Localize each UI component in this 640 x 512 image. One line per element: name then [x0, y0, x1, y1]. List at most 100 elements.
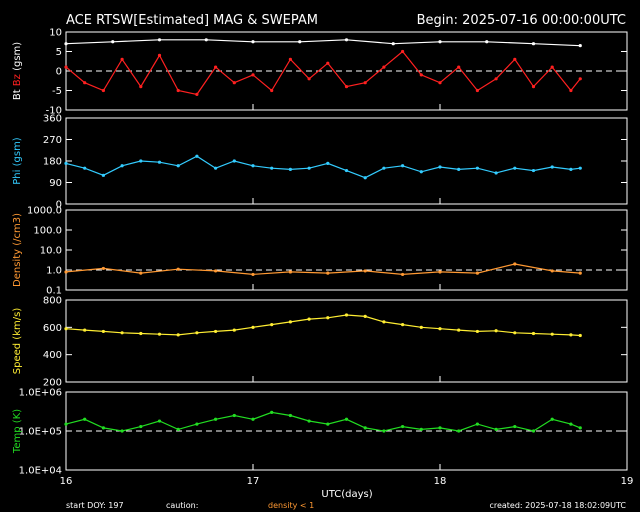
- data-point-4-0-8: [214, 417, 218, 421]
- data-point-3-0-14: [326, 316, 330, 320]
- data-point-2-0-6: [288, 270, 292, 274]
- y-tick-label-1-3: 90: [49, 178, 62, 189]
- data-point-0-1-15: [344, 85, 349, 89]
- data-point-3-0-11: [270, 323, 274, 327]
- data-point-4-0-28: [578, 426, 582, 430]
- data-point-4-0-24: [513, 424, 517, 429]
- data-point-2-0-10: [438, 270, 442, 274]
- start-doy: start DOY: 197: [66, 501, 124, 510]
- data-point-3-0-22: [475, 329, 479, 334]
- data-point-0-1-3: [120, 57, 124, 61]
- data-point-4-0-5: [157, 419, 162, 423]
- data-point-2-0-12: [513, 262, 517, 266]
- y-axis-label-3: Speed (km/s): [12, 308, 23, 375]
- panel-frame-3: [65, 299, 628, 383]
- data-point-3-0-16: [363, 314, 367, 318]
- data-point-4-0-1: [83, 417, 87, 421]
- data-point-2-0-1: [101, 266, 105, 271]
- data-point-3-0-17: [382, 320, 386, 324]
- data-point-1-0-13: [307, 166, 311, 170]
- data-point-0-1-4: [139, 85, 143, 89]
- data-point-3-0-4: [139, 331, 143, 336]
- data-point-1-0-24: [513, 166, 517, 170]
- data-point-0-1-16: [363, 81, 367, 85]
- data-point-0-1-9: [232, 81, 236, 85]
- data-point-1-0-7: [195, 154, 199, 158]
- data-point-3-0-6: [176, 333, 180, 337]
- data-point-3-0-2: [101, 329, 105, 334]
- data-point-1-0-12: [288, 167, 292, 171]
- data-point-4-0-23: [494, 427, 498, 431]
- chart-title: ACE RTSW[Estimated] MAG & SWEPAM: [66, 13, 318, 28]
- data-point-2-0-9: [401, 272, 405, 277]
- data-point-2-0-13: [550, 269, 554, 273]
- data-point-2-0-5: [251, 272, 255, 277]
- x-tick-label-2: 18: [434, 476, 447, 487]
- y-tick-label-4-2: 1.0E+04: [19, 466, 62, 477]
- data-point-0-1-21: [457, 65, 461, 69]
- y-tick-label-2-3: 1.0: [46, 266, 62, 277]
- data-point-3-0-19: [419, 325, 423, 329]
- data-point-0-1-28: [578, 77, 582, 81]
- y-axis-label-part-2-0: Density (/cm3): [12, 213, 23, 287]
- data-point-0-0-2: [157, 38, 162, 42]
- data-point-3-0-23: [494, 329, 498, 333]
- data-point-0-0-10: [531, 42, 536, 46]
- data-point-4-0-20: [438, 426, 442, 430]
- data-point-3-0-12: [288, 320, 292, 324]
- data-point-3-0-7: [195, 331, 199, 335]
- data-point-4-0-3: [120, 429, 124, 433]
- data-point-1-0-5: [157, 160, 162, 164]
- data-point-0-1-7: [195, 92, 199, 96]
- data-point-3-0-13: [307, 317, 311, 321]
- data-point-0-1-6: [176, 88, 180, 93]
- data-point-3-0-15: [344, 313, 349, 317]
- series-line-0-0: [65, 39, 581, 47]
- data-point-1-0-15: [344, 168, 349, 173]
- data-point-4-0-11: [270, 410, 274, 414]
- data-point-1-0-10: [251, 164, 255, 168]
- y-tick-label-1-2: 180: [43, 157, 62, 168]
- data-point-4-0-15: [344, 417, 349, 421]
- data-point-0-1-27: [569, 88, 573, 93]
- data-point-1-0-21: [457, 167, 461, 171]
- data-point-1-0-3: [120, 164, 124, 168]
- data-point-0-1-0: [64, 65, 68, 69]
- data-point-4-0-16: [363, 426, 367, 430]
- data-point-0-1-19: [419, 73, 423, 77]
- data-point-4-0-2: [101, 426, 105, 430]
- data-point-4-0-9: [232, 413, 236, 418]
- y-tick-label-2-1: 100.0: [33, 226, 62, 237]
- data-point-0-1-1: [83, 81, 87, 85]
- y-tick-label-0-2: 0: [56, 67, 62, 78]
- y-axis-label-0: Bt Bz (gsm): [12, 42, 23, 100]
- y-tick-label-1-4: 0: [56, 200, 62, 211]
- data-point-4-0-10: [251, 417, 255, 421]
- y-axis-label-part-0-1: Bz: [12, 74, 23, 89]
- data-point-3-0-5: [157, 332, 162, 336]
- data-point-1-0-4: [139, 159, 143, 163]
- data-point-2-0-0: [64, 270, 68, 274]
- data-point-3-0-27: [569, 333, 573, 337]
- data-point-3-0-0: [64, 327, 68, 331]
- data-point-1-0-27: [569, 167, 573, 171]
- caution-label: caution:: [166, 501, 198, 510]
- y-axis-label-part-3-0: Speed (km/s): [12, 308, 23, 375]
- y-tick-label-2-4: 0.1: [46, 286, 62, 297]
- x-tick-label-0: 16: [60, 476, 73, 487]
- data-point-0-1-17: [382, 65, 386, 69]
- y-tick-label-3-2: 400: [43, 350, 62, 361]
- data-point-0-0-5: [298, 40, 302, 44]
- data-point-1-0-11: [270, 166, 274, 170]
- data-point-3-0-8: [214, 329, 218, 334]
- data-point-0-1-23: [494, 77, 498, 81]
- data-point-2-0-7: [326, 271, 330, 275]
- data-point-2-0-11: [475, 271, 479, 275]
- data-point-1-0-1: [83, 166, 87, 170]
- data-point-4-0-0: [64, 422, 68, 426]
- data-point-0-1-12: [288, 57, 292, 61]
- data-point-2-0-14: [578, 271, 582, 275]
- data-point-4-0-22: [475, 422, 479, 426]
- y-axis-label-4: Temp (K): [12, 409, 23, 454]
